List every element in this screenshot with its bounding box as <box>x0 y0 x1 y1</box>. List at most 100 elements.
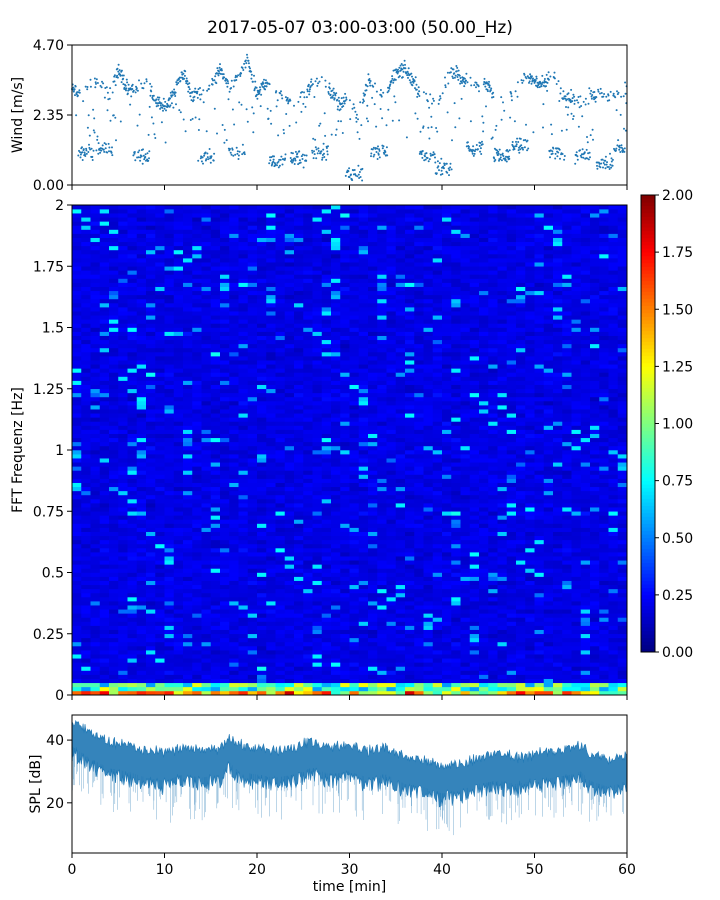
spectrogram-cell <box>220 617 230 622</box>
spectrogram-cell <box>72 437 82 443</box>
spectrogram-cell <box>201 421 212 426</box>
spectrogram-cell <box>220 613 230 618</box>
spectrogram-cell <box>275 237 286 243</box>
spectrogram-cell <box>192 637 202 643</box>
wind-point <box>122 74 125 77</box>
spectrogram-cell <box>109 429 119 434</box>
wind-point <box>308 88 311 91</box>
spectrogram-cell <box>220 678 230 684</box>
spectrogram-cell <box>155 225 165 230</box>
spectrogram-cell <box>303 327 313 332</box>
spectrogram-cell <box>81 523 91 528</box>
wind-point <box>351 107 354 110</box>
spectrogram-cell <box>183 445 193 451</box>
wind-point <box>608 168 611 170</box>
spectrogram-cell <box>266 266 276 271</box>
spectrogram-cell <box>321 266 332 271</box>
wind-point <box>389 83 392 86</box>
spectrogram-cell <box>81 245 91 251</box>
spectrogram-cell <box>247 552 258 557</box>
spectrogram-cell <box>303 666 313 671</box>
spectrogram-cell <box>220 646 230 651</box>
spectrogram-cell <box>164 662 175 667</box>
spectrogram-cell <box>229 662 239 667</box>
spectrogram-cell <box>173 298 184 304</box>
spectrogram-cell <box>275 380 286 385</box>
spectrogram-cell <box>220 543 230 549</box>
spectrogram-cell <box>294 543 304 549</box>
spectrogram-cell <box>109 609 119 614</box>
spectrogram-cell <box>183 266 193 271</box>
spectrogram-cell <box>312 462 323 467</box>
spectrogram-cell <box>238 233 249 238</box>
spectrogram-cell <box>275 262 286 267</box>
spectrogram-cell <box>201 245 212 251</box>
spectrogram-cell <box>275 568 286 573</box>
spectrogram-cell <box>173 515 184 520</box>
spectrogram-cell <box>275 584 286 590</box>
spectrogram-cell <box>294 654 304 659</box>
spectrogram-cell <box>118 507 128 512</box>
spectrogram-cell <box>192 650 202 655</box>
spectrogram-cell <box>284 372 295 377</box>
wind-point <box>342 105 345 108</box>
spectrogram-cell <box>146 556 156 561</box>
wind-point <box>473 150 476 153</box>
wind-point <box>448 169 451 172</box>
spectrogram-cell <box>155 462 165 467</box>
spectrogram-cell <box>275 339 286 345</box>
spectrogram-cell <box>210 319 221 324</box>
spectrogram-cell <box>146 388 156 394</box>
wind-point <box>314 80 317 83</box>
spectrogram-cell <box>164 637 175 643</box>
spectrogram-cell <box>275 625 286 630</box>
spectrogram-cell <box>229 633 239 639</box>
spectrogram-cell <box>257 294 267 300</box>
wind-point <box>189 95 192 98</box>
spectrogram-cell <box>303 319 313 324</box>
wind-point <box>272 160 275 163</box>
spectrogram-cell <box>155 421 165 426</box>
spectrogram-cell <box>192 278 202 283</box>
spectrogram-cell <box>229 331 239 336</box>
spectrogram-cell <box>238 466 249 471</box>
wind-point <box>327 92 330 95</box>
spectrogram-cell <box>303 494 313 500</box>
spectrogram-cell <box>155 637 165 643</box>
spectrogram-cell <box>321 249 332 255</box>
wind-point <box>72 86 75 89</box>
spectrogram-cell <box>192 527 202 532</box>
spectrogram-cell <box>173 437 184 443</box>
wind-point <box>408 79 411 82</box>
spectrogram-cell <box>201 396 212 402</box>
spectrogram-cell <box>275 205 286 210</box>
spectrogram-cell <box>146 229 156 234</box>
spectrogram-cell <box>127 327 138 332</box>
wind-point <box>582 100 585 103</box>
spectrogram-cell <box>312 343 323 349</box>
spectrogram-cell <box>81 462 91 467</box>
spectrogram-cell <box>247 613 258 618</box>
spectrogram-cell <box>146 564 156 569</box>
spectrogram-cell <box>192 552 202 557</box>
spectrogram-cell <box>321 229 332 234</box>
wind-point <box>604 167 607 170</box>
spectrogram-cell <box>321 552 332 557</box>
spectrogram-cell <box>164 617 175 622</box>
wind-point <box>246 120 249 123</box>
spectrogram-cell <box>109 548 119 553</box>
spectrogram-cell <box>284 417 295 422</box>
spectrogram-cell <box>192 523 202 528</box>
spectrogram-cell <box>118 356 128 361</box>
spectrogram-cell <box>164 539 175 545</box>
spectrogram-cell <box>81 548 91 553</box>
spectrogram-cell <box>229 413 239 418</box>
wind-point <box>372 146 375 149</box>
wind-point <box>202 162 204 165</box>
spectrogram-cell <box>247 478 258 483</box>
spectrogram-cell <box>257 486 267 492</box>
spectrogram-cell <box>118 380 128 385</box>
wind-point <box>472 145 475 148</box>
spectrogram-cell <box>220 556 230 561</box>
wind-point <box>386 91 389 94</box>
